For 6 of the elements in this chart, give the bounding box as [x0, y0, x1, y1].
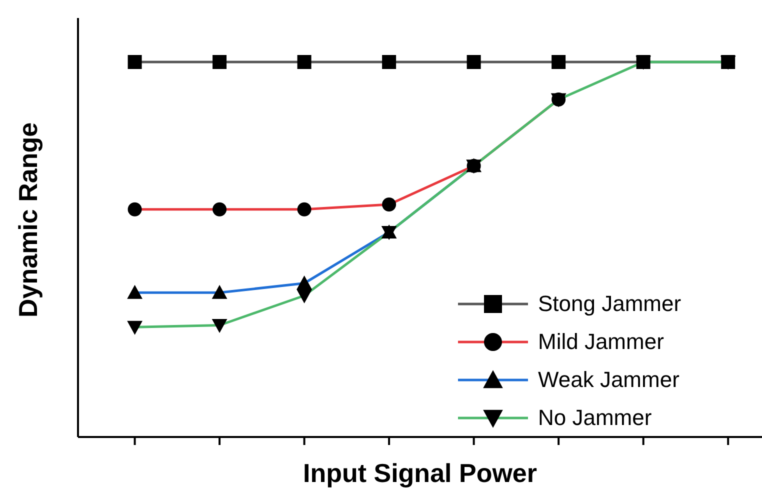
y-axis-title: Dynamic Range — [13, 122, 44, 318]
x-axis-title: Input Signal Power — [302, 458, 538, 488]
legend-label: No Jammer — [538, 405, 652, 431]
legend-label: Weak Jammer — [538, 367, 680, 393]
legend-label: Mild Jammer — [538, 329, 664, 355]
legend-label: Stong Jammer — [538, 291, 682, 317]
